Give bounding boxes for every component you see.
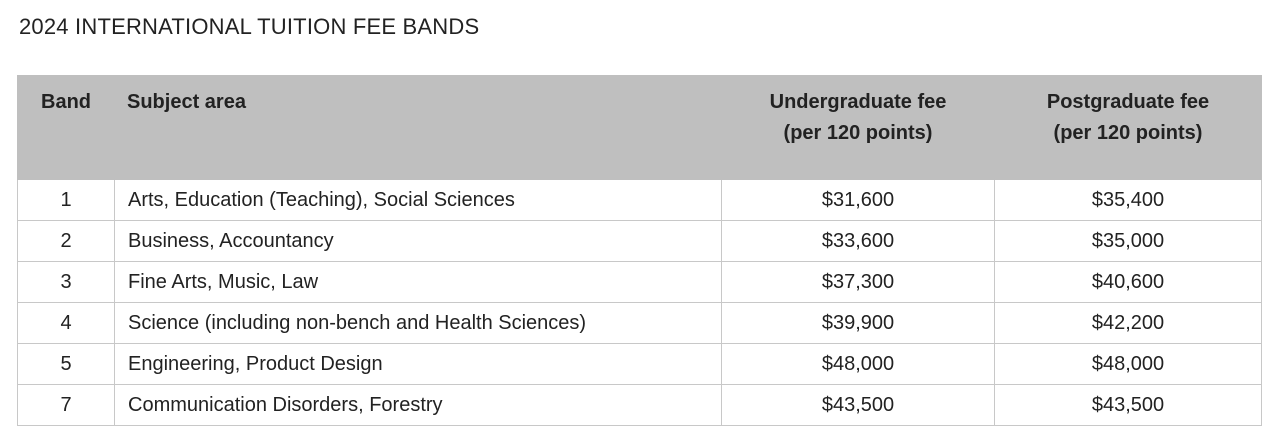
table-cell: $33,600 <box>721 220 995 262</box>
column-header: Postgraduate fee (per 120 points) <box>994 75 1262 180</box>
header-line: Postgraduate fee <box>1046 91 1210 113</box>
table-cell: $37,300 <box>721 261 995 303</box>
table-cell: Arts, Education (Teaching), Social Scien… <box>114 179 722 221</box>
table-cell: $40,600 <box>994 261 1262 303</box>
table-row: 1 Arts, Education (Teaching), Social Scie… <box>17 179 1262 221</box>
page-title: 2024 INTERNATIONAL TUITION FEE BANDS <box>19 14 480 39</box>
table-row: 4 Science (including non-bench and Health… <box>17 302 1262 344</box>
header-row: Band Subject area Undergraduate fee (per 12… <box>17 75 1262 180</box>
table-cell: $48,000 <box>994 343 1262 385</box>
table-cell: Business, Accountancy <box>114 220 722 262</box>
header-line: Band <box>41 91 91 113</box>
column-header: Subject area <box>114 75 722 180</box>
table-cell: $43,500 <box>994 384 1262 426</box>
table-row: 5 Engineering, Product Design $48,000 $48,0… <box>17 343 1262 385</box>
table-cell: 4 <box>17 302 115 344</box>
header-line: (per 120 points) <box>1053 122 1203 144</box>
table-cell: 2 <box>17 220 115 262</box>
table-cell: Science (including non-bench and Health … <box>114 302 722 344</box>
table-cell: Communication Disorders, Forestry <box>114 384 722 426</box>
table-cell: $42,200 <box>994 302 1262 344</box>
header-line: Subject area <box>127 91 246 113</box>
header-line: Undergraduate fee <box>769 91 947 113</box>
table-cell: $35,400 <box>994 179 1262 221</box>
table-cell: Fine Arts, Music, Law <box>114 261 722 303</box>
table-cell: $35,000 <box>994 220 1262 262</box>
table-head: Band Subject area Undergraduate fee (per 12… <box>17 75 1262 180</box>
table-cell: 1 <box>17 179 115 221</box>
table-cell: 3 <box>17 261 115 303</box>
table-row: 3 Fine Arts, Music, Law $37,300 $40,600 <box>17 261 1262 303</box>
table-cell: $48,000 <box>721 343 995 385</box>
table-row: 7 Communication Disorders, Forestry $43,50… <box>17 384 1262 426</box>
table-body: 1 Arts, Education (Teaching), Social Scie… <box>17 179 1262 426</box>
table-cell: $39,900 <box>721 302 995 344</box>
column-header: Band <box>17 75 115 180</box>
table-cell: Engineering, Product Design <box>114 343 722 385</box>
table-cell: 5 <box>17 343 115 385</box>
table-row: 2 Business, Accountancy $33,600 $35,000 <box>17 220 1262 262</box>
table-cell: 7 <box>17 384 115 426</box>
header-line: (per 120 points) <box>783 122 933 144</box>
column-header: Undergraduate fee (per 120 points) <box>721 75 995 180</box>
table-cell: $43,500 <box>721 384 995 426</box>
table-cell: $31,600 <box>721 179 995 221</box>
fee-table: Band Subject area Undergraduate fee (per 12… <box>17 75 1262 426</box>
